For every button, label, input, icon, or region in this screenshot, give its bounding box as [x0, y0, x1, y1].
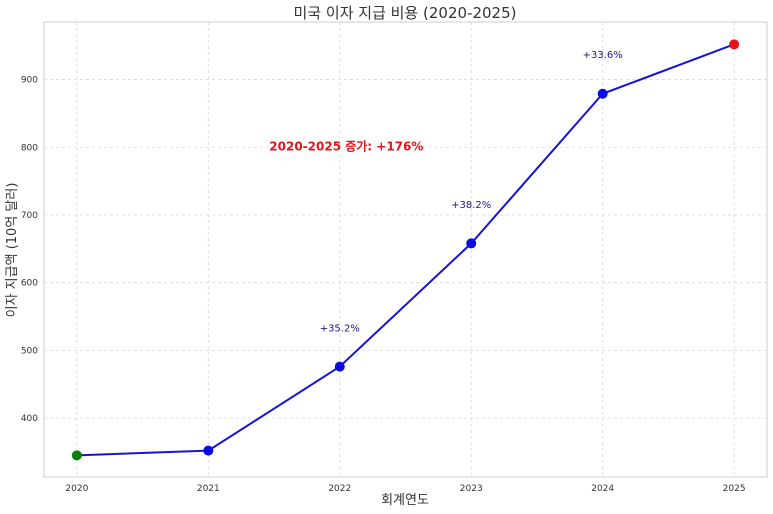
grid-lines	[44, 22, 767, 477]
data-point	[203, 445, 214, 456]
x-tick-label: 2023	[460, 484, 483, 494]
plot-frame	[43, 21, 768, 478]
x-tick-label: 2024	[591, 484, 614, 494]
data-point	[466, 238, 477, 249]
y-axis-label: 이자 지급액 (10억 달러)	[5, 183, 20, 318]
growth-annotation: +33.6%	[583, 50, 623, 61]
y-tick-label: 500	[21, 346, 38, 356]
x-tick-label: 2020	[65, 484, 88, 494]
x-axis-label: 회계연도	[381, 493, 429, 508]
y-tick-label: 600	[21, 279, 38, 289]
data-point	[334, 361, 345, 372]
y-tick-label: 700	[21, 211, 38, 221]
y-tick-label: 400	[21, 414, 38, 424]
annotations: +35.2% +38.2% +33.6% 2020-2025 증가: +176%	[269, 50, 622, 335]
x-tick-label: 2022	[328, 484, 351, 494]
data-point	[729, 39, 740, 50]
data-point	[597, 88, 608, 99]
chart-title: 미국 이자 지급 비용 (2020-2025)	[294, 4, 517, 22]
y-tick-label: 800	[21, 143, 38, 153]
total-growth-label: 2020-2025 증가: +176%	[269, 139, 423, 154]
y-tick-label: 900	[21, 76, 38, 86]
x-tick-label: 2021	[197, 484, 220, 494]
tick-labels: 2020 2021 2022 2023 2024 2025 400 500 600 700 800 9…	[21, 76, 746, 494]
growth-annotation: +38.2%	[451, 200, 491, 211]
x-tick-label: 2025	[723, 484, 746, 494]
series-layer	[71, 39, 740, 461]
growth-annotation: +35.2%	[320, 323, 360, 334]
series-line	[76, 43, 735, 457]
data-point	[71, 450, 82, 461]
